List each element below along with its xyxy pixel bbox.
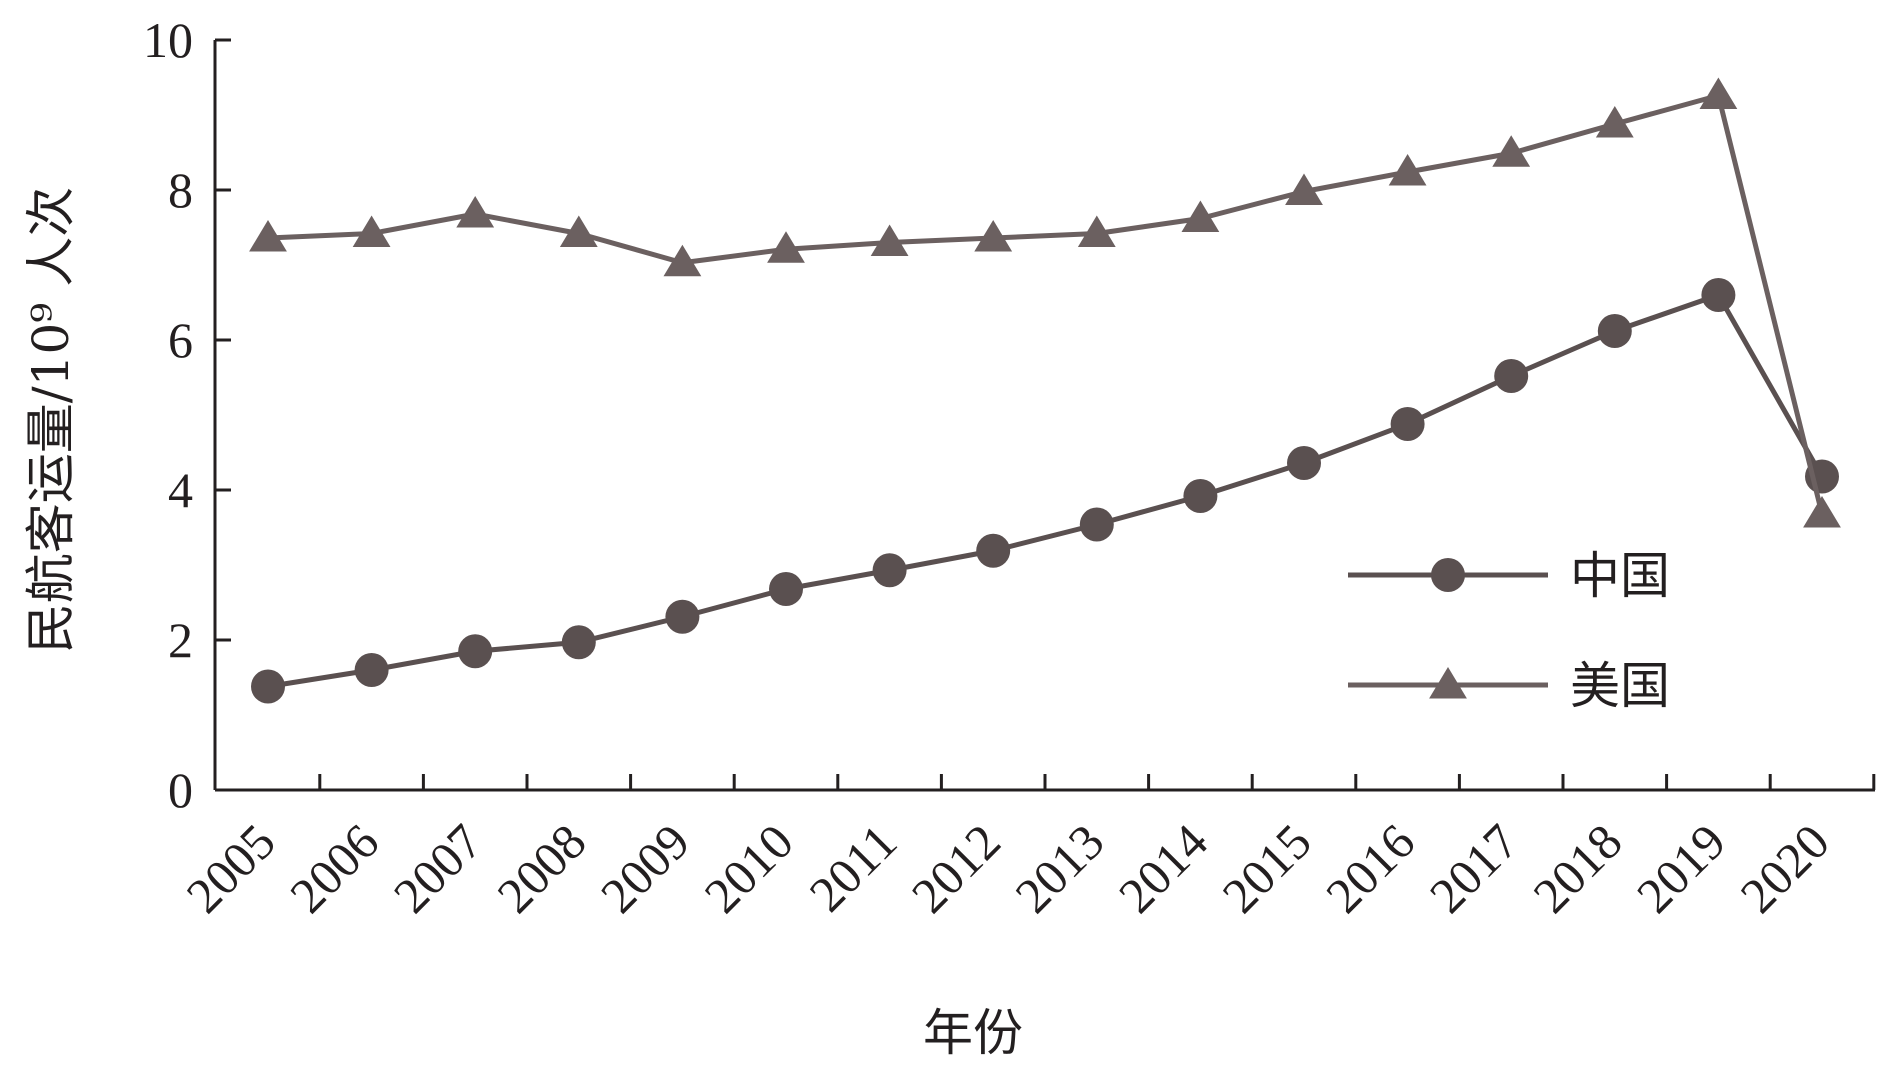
legend-item: 美国 [1348, 657, 1670, 715]
x-tick-label: 2005 [175, 813, 285, 923]
data-point-circle [976, 533, 1011, 568]
data-point-triangle [870, 224, 909, 256]
y-axis-ticks: 0 2 4 6 8 10 [143, 12, 231, 818]
data-point-triangle [352, 215, 391, 247]
x-tick-label: 2019 [1626, 813, 1736, 923]
y-tick-label: 10 [143, 12, 193, 68]
x-tick-label: 2018 [1522, 813, 1632, 923]
data-point-triangle [974, 220, 1013, 252]
y-tick-label: 0 [168, 762, 193, 818]
x-tick-label: 2012 [901, 813, 1011, 923]
series-1 [251, 278, 1839, 704]
data-point-triangle [456, 196, 495, 228]
data-point-circle [1079, 507, 1114, 542]
series-line [267, 93, 1825, 515]
legend-marker-triangle [1429, 667, 1467, 699]
legend-item: 中国 [1348, 547, 1670, 605]
x-tick-label: 2006 [279, 813, 389, 923]
x-tick-label: 2015 [1211, 813, 1321, 923]
data-point-circle [1390, 407, 1425, 441]
x-tick-label: 2014 [1108, 813, 1218, 923]
data-point-triangle [1388, 154, 1427, 186]
y-tick-label: 8 [168, 162, 193, 218]
data-point-triangle [559, 215, 598, 247]
y-tick-label: 2 [168, 612, 193, 668]
series-2 [249, 77, 1841, 528]
x-axis-title: 年份 [923, 1004, 1023, 1062]
data-point-circle [872, 553, 907, 588]
data-point-circle [1597, 314, 1632, 348]
x-tick-label: 2011 [798, 813, 907, 922]
data-point-triangle [1181, 200, 1220, 232]
x-axis-ticks: 2005200620072008200920102011201220132014… [175, 774, 1876, 923]
data-point-triangle [1077, 215, 1116, 247]
data-point-circle [1287, 446, 1321, 480]
data-point-triangle [1595, 106, 1634, 138]
series-line [267, 292, 1825, 689]
data-point-circle [769, 572, 803, 606]
data-point-triangle [1699, 77, 1738, 109]
data-point-triangle [663, 244, 702, 277]
data-point-circle [1494, 359, 1529, 393]
x-tick-label: 2008 [486, 813, 596, 923]
data-point-triangle [767, 231, 805, 263]
legend-marker-circle [1431, 558, 1465, 592]
data-point-triangle [249, 220, 287, 252]
data-point-circle [354, 653, 389, 687]
x-tick-label: 2010 [693, 813, 803, 923]
x-tick-label: 2009 [590, 813, 700, 923]
y-axis-title: 民航客运量/10⁹ 人次 [22, 187, 80, 653]
data-point-circle [665, 599, 700, 634]
series-layer [249, 77, 1841, 704]
legend-label: 美国 [1570, 657, 1670, 715]
x-tick-label: 2020 [1729, 813, 1839, 923]
data-point-circle [458, 634, 493, 669]
data-point-circle [1183, 479, 1218, 513]
x-tick-label: 2017 [1419, 813, 1529, 923]
x-tick-label: 2013 [1004, 813, 1114, 923]
y-tick-label: 6 [168, 312, 193, 368]
x-tick-label: 2016 [1315, 813, 1425, 923]
y-tick-label: 4 [168, 462, 193, 518]
x-tick-label: 2007 [383, 813, 493, 923]
data-point-triangle [1492, 135, 1531, 167]
data-point-triangle [1803, 496, 1841, 528]
data-point-circle [561, 625, 596, 660]
legend-label: 中国 [1570, 547, 1670, 605]
data-point-circle [1701, 278, 1736, 312]
data-point-circle [251, 669, 285, 704]
data-point-triangle [1285, 173, 1323, 205]
